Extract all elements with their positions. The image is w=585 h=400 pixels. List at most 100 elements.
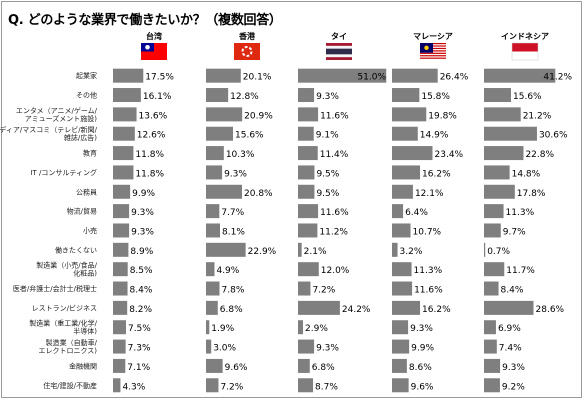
data-label: 11.7% <box>506 266 535 276</box>
data-label: 15.6% <box>513 92 542 102</box>
data-bar <box>298 358 310 373</box>
data-label: 20.8% <box>244 189 273 199</box>
data-bar <box>298 88 315 103</box>
data-bar <box>298 146 318 161</box>
category-label: メディア/マスコミ（テレビ/新聞/雑誌/広告) <box>0 125 98 142</box>
data-label: 16.2% <box>422 305 451 315</box>
data-bar <box>206 146 224 161</box>
data-label: 17.5% <box>145 73 174 83</box>
country-name: 台湾 <box>146 31 162 41</box>
data-bar <box>113 378 121 393</box>
category-label: 製造業（自動車/エレクトロニクス) <box>38 338 97 355</box>
data-label: 1.9% <box>211 324 234 334</box>
data-bar <box>484 223 501 238</box>
data-label: 9.3% <box>502 363 525 373</box>
data-bar <box>298 204 319 219</box>
data-bar <box>392 358 407 373</box>
data-label: 8.5% <box>130 266 153 276</box>
data-bar <box>206 300 218 315</box>
data-bar <box>206 126 233 141</box>
data-bar <box>392 126 418 141</box>
data-label: 4.9% <box>216 266 239 276</box>
data-bar <box>392 68 438 83</box>
data-label: 9.1% <box>316 131 339 141</box>
data-bar <box>392 300 421 315</box>
data-label: 23.4% <box>435 150 464 160</box>
data-label: 7.1% <box>127 363 150 373</box>
data-label: 4.3% <box>122 382 145 392</box>
data-bar <box>113 126 135 141</box>
data-bar <box>113 204 130 219</box>
country-name: マレーシア <box>413 32 453 41</box>
data-bar <box>113 107 137 122</box>
category-label: レストラン/ビジネス <box>32 303 97 312</box>
data-label: 11.4% <box>320 150 349 160</box>
data-label: 7.3% <box>128 344 151 354</box>
category-label: その他 <box>76 91 97 100</box>
data-bar <box>484 107 521 122</box>
data-bar <box>113 300 128 315</box>
data-label: 9.3% <box>131 227 154 237</box>
taiwan-flag-icon <box>141 43 167 60</box>
data-bar <box>484 300 534 315</box>
data-label: 9.5% <box>316 189 339 199</box>
data-bar <box>392 165 421 180</box>
data-bar <box>392 242 398 257</box>
data-bar <box>206 88 229 103</box>
data-label: 6.8% <box>220 305 243 315</box>
data-label: 6.9% <box>498 324 521 334</box>
data-bar <box>206 281 220 296</box>
data-bar <box>392 320 409 335</box>
data-bar <box>392 146 433 161</box>
data-label: 7.8% <box>222 286 245 296</box>
data-label: 9.6% <box>225 363 248 373</box>
data-label: 10.3% <box>226 150 255 160</box>
country-name: インドネシア <box>501 31 549 41</box>
category-label: 小売 <box>83 226 97 235</box>
data-label: 9.2% <box>502 382 525 392</box>
data-label: 9.5% <box>316 169 339 179</box>
data-bar <box>392 378 409 393</box>
data-label: 28.6% <box>536 305 565 315</box>
data-bar <box>113 320 126 335</box>
data-bar <box>298 184 315 199</box>
data-label: 7.5% <box>128 324 151 334</box>
data-label: 24.2% <box>342 305 371 315</box>
data-label: 8.4% <box>501 286 524 296</box>
data-bar <box>298 262 319 277</box>
data-bar <box>298 242 302 257</box>
data-label: 12.1% <box>415 189 444 199</box>
data-label: 22.9% <box>248 247 277 257</box>
data-bar <box>298 378 314 393</box>
category-label: 働きたくない <box>55 245 97 254</box>
data-bar <box>392 184 413 199</box>
data-bar <box>206 378 219 393</box>
category-label: 製造業（小売/食品/化粧品) <box>36 261 97 278</box>
data-label: 9.3% <box>224 169 247 179</box>
data-label: 6.4% <box>405 208 428 218</box>
data-bar <box>206 339 212 354</box>
category-label: IT /コンサルティング <box>30 168 97 177</box>
data-label: 10.7% <box>413 227 442 237</box>
data-label: 16.2% <box>422 169 451 179</box>
data-label: 15.8% <box>421 92 450 102</box>
data-label: 9.6% <box>411 382 434 392</box>
category-label: 住宅/建設/不動産 <box>43 381 97 390</box>
data-bar <box>113 146 134 161</box>
data-label: 11.2% <box>319 227 348 237</box>
data-bar <box>298 281 311 296</box>
data-label: 8.7% <box>315 382 338 392</box>
data-label: 0.7% <box>487 247 510 257</box>
category-label: エンタメ（アニメ/ゲーム/アミューズメント施設) <box>16 106 98 123</box>
data-bar <box>298 320 304 335</box>
data-bar <box>206 165 223 180</box>
chart-title: Q. どのような業界で働きたいか？（複数回答） <box>8 13 282 28</box>
data-label: 11.8% <box>135 169 164 179</box>
category-label: 起業家 <box>76 71 97 80</box>
data-label: 2.9% <box>305 324 328 334</box>
category-label: 医者/弁護士/会計士/税理士 <box>13 284 97 293</box>
data-label: 9.9% <box>411 344 434 354</box>
data-bar <box>484 184 515 199</box>
data-bar <box>484 242 486 257</box>
